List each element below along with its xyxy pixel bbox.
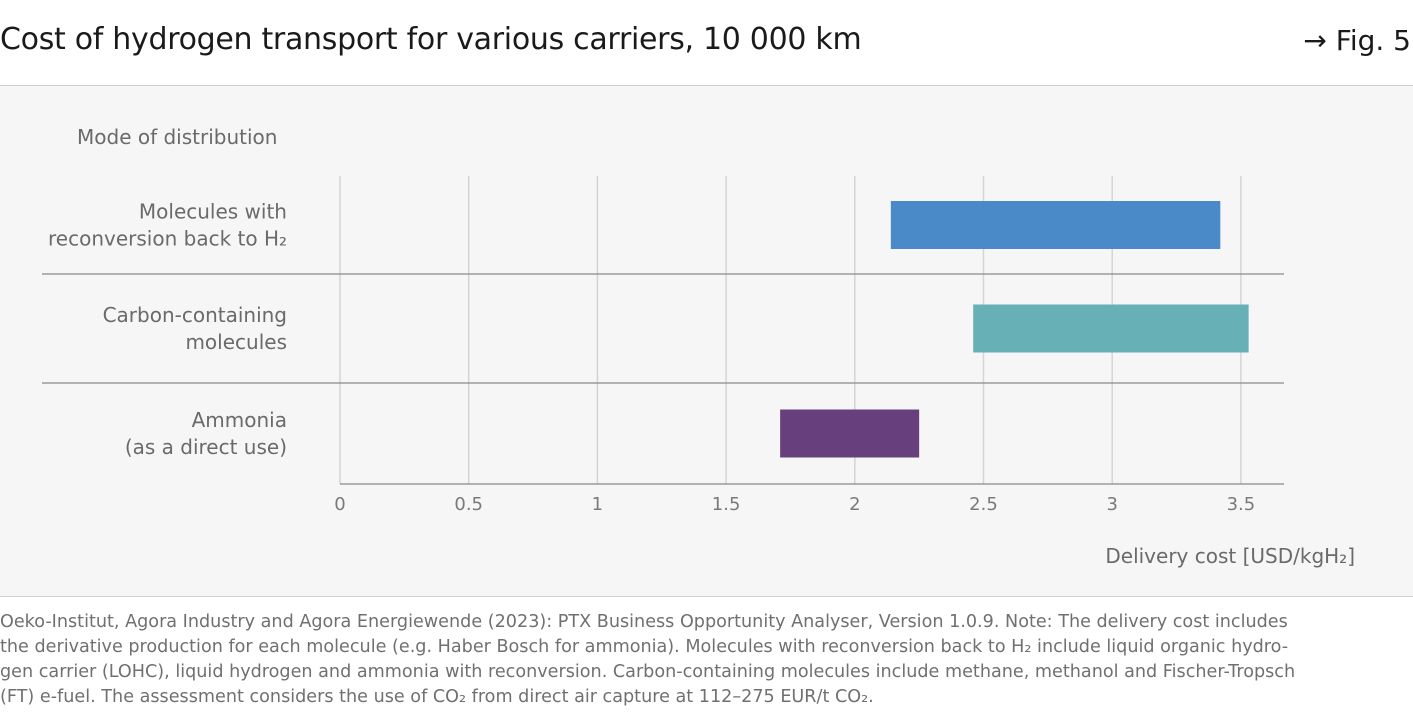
x-tick-label: 2 xyxy=(849,494,860,515)
category-label: Ammonia xyxy=(192,408,287,432)
category-label: reconversion back to H₂ xyxy=(48,227,287,251)
source-footnote: Oeko-Institut, Agora Industry and Agora … xyxy=(0,610,1413,710)
x-tick-label: 1 xyxy=(592,494,603,515)
category-axis-title: Mode of distribution xyxy=(77,125,277,149)
x-tick-label: 3 xyxy=(1106,494,1117,515)
range-bar-chart: Molecules with reconversion back to H₂ Car… xyxy=(42,125,1355,568)
category-separators xyxy=(42,273,1284,384)
footnote-line: the derivative production for each molec… xyxy=(0,637,1289,657)
bars xyxy=(780,201,1249,458)
figure-title: Cost of hydrogen transport for various c… xyxy=(0,22,862,57)
x-tick-labels: 0 0.5 1 1.5 2 2.5 3 3.5 xyxy=(334,494,1255,515)
figure-header: Cost of hydrogen transport for various c… xyxy=(0,0,1413,86)
x-tick-label: 2.5 xyxy=(969,494,998,515)
footnote-line: Oeko-Institut, Agora Industry and Agora … xyxy=(0,612,1288,632)
footnote-line: gen carrier (LOHC), liquid hydrogen and … xyxy=(0,662,1296,682)
footnote-line: (FT) e-fuel. The assessment considers th… xyxy=(0,687,874,707)
x-axis-title: Delivery cost [USD/kgH₂] xyxy=(1105,544,1355,568)
category-label: Carbon-containing xyxy=(103,303,287,327)
category-label: Molecules with xyxy=(139,200,287,224)
range-bar xyxy=(973,304,1249,353)
header-divider xyxy=(0,85,1413,86)
figure-reference-link[interactable]: → Fig. 5 xyxy=(1303,24,1411,57)
range-bar xyxy=(780,409,920,458)
x-tick-label: 1.5 xyxy=(712,494,741,515)
x-tick-label: 0.5 xyxy=(454,494,483,515)
category-label: molecules xyxy=(185,330,287,354)
x-tick-label: 3.5 xyxy=(1227,494,1256,515)
category-label: (as a direct use) xyxy=(125,435,287,459)
category-labels: Molecules with reconversion back to H₂ Car… xyxy=(48,200,287,460)
x-tick-label: 0 xyxy=(334,494,345,515)
range-bar xyxy=(890,201,1221,249)
panel-divider xyxy=(0,596,1413,597)
